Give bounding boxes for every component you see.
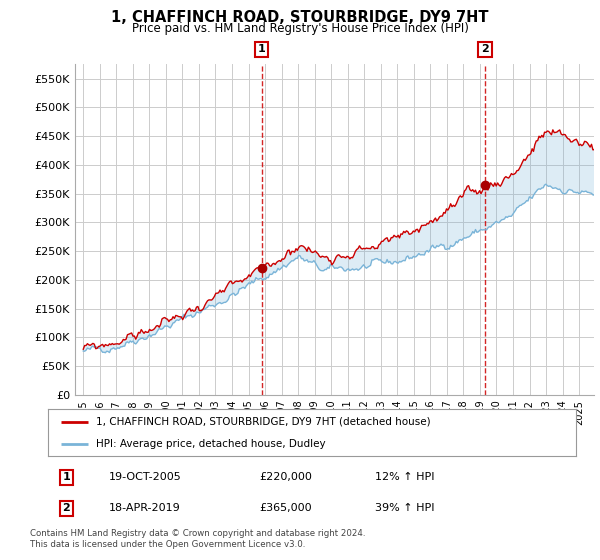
Text: Price paid vs. HM Land Registry's House Price Index (HPI): Price paid vs. HM Land Registry's House … (131, 22, 469, 35)
Text: 1: 1 (62, 473, 70, 483)
Text: 18-APR-2019: 18-APR-2019 (109, 503, 181, 514)
Text: 1: 1 (258, 44, 266, 54)
Text: 2: 2 (481, 44, 489, 54)
Text: 12% ↑ HPI: 12% ↑ HPI (376, 473, 435, 483)
Text: 1, CHAFFINCH ROAD, STOURBRIDGE, DY9 7HT (detached house): 1, CHAFFINCH ROAD, STOURBRIDGE, DY9 7HT … (95, 417, 430, 427)
Text: £220,000: £220,000 (259, 473, 312, 483)
Text: 39% ↑ HPI: 39% ↑ HPI (376, 503, 435, 514)
Text: HPI: Average price, detached house, Dudley: HPI: Average price, detached house, Dudl… (95, 438, 325, 449)
Text: Contains HM Land Registry data © Crown copyright and database right 2024.
This d: Contains HM Land Registry data © Crown c… (30, 529, 365, 549)
Text: £365,000: £365,000 (259, 503, 312, 514)
Text: 19-OCT-2005: 19-OCT-2005 (109, 473, 181, 483)
Text: 1, CHAFFINCH ROAD, STOURBRIDGE, DY9 7HT: 1, CHAFFINCH ROAD, STOURBRIDGE, DY9 7HT (111, 10, 489, 25)
Text: 2: 2 (62, 503, 70, 514)
